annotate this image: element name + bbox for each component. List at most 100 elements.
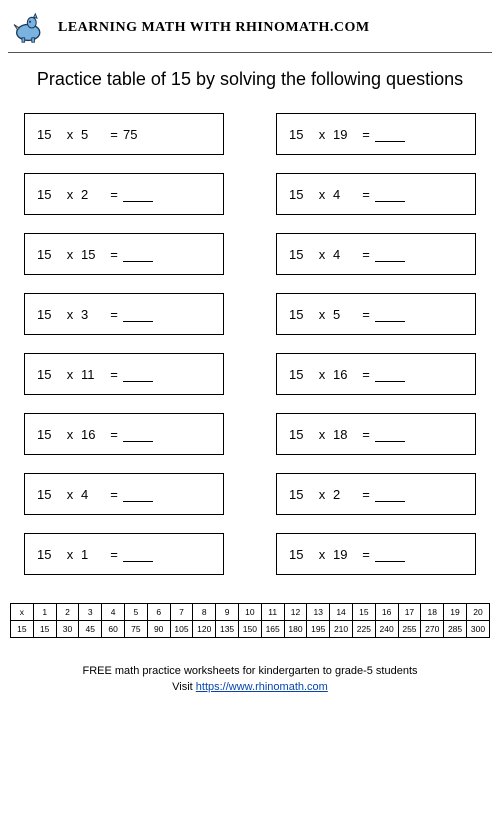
equals-sign: = (105, 487, 123, 502)
question-box: 15x5=75 (24, 113, 224, 155)
operator: x (311, 307, 333, 322)
answer-slot[interactable] (375, 247, 411, 262)
answer-blank[interactable] (375, 248, 405, 262)
ref-header-cell: 9 (216, 604, 239, 621)
answer-slot[interactable] (123, 307, 159, 322)
operand-a: 15 (37, 487, 59, 502)
equals-sign: = (105, 127, 123, 142)
ref-header-cell: 18 (421, 604, 444, 621)
answer-blank[interactable] (123, 188, 153, 202)
question-box: 15x19= (276, 533, 476, 575)
ref-header-cell: 1 (33, 604, 56, 621)
equals-sign: = (357, 427, 375, 442)
worksheet-title: Practice table of 15 by solving the foll… (0, 67, 500, 91)
operator: x (311, 427, 333, 442)
answer-blank[interactable] (375, 188, 405, 202)
answer-blank[interactable] (375, 128, 405, 142)
operand-a: 15 (289, 247, 311, 262)
answer-blank[interactable] (123, 248, 153, 262)
answer-slot[interactable] (123, 487, 159, 502)
ref-header-cell: 16 (375, 604, 398, 621)
operand-b: 1 (81, 547, 105, 562)
reference-header-row: x1234567891011121314151617181920 (11, 604, 490, 621)
ref-header-cell: 8 (193, 604, 216, 621)
ref-value-cell: 165 (261, 621, 284, 638)
answer-blank[interactable] (375, 428, 405, 442)
question-box: 15x4= (24, 473, 224, 515)
equals-sign: = (357, 487, 375, 502)
answer-slot[interactable] (375, 487, 411, 502)
operand-a: 15 (37, 187, 59, 202)
answer-blank[interactable] (123, 428, 153, 442)
operand-a: 15 (289, 307, 311, 322)
reference-table: x1234567891011121314151617181920 1515304… (10, 603, 490, 638)
answer-blank[interactable] (375, 368, 405, 382)
answer-blank[interactable] (375, 488, 405, 502)
ref-header-cell: 6 (147, 604, 170, 621)
footer-link[interactable]: https://www.rhinomath.com (196, 681, 328, 693)
answer-slot[interactable] (123, 367, 159, 382)
ref-value-cell: 225 (352, 621, 375, 638)
ref-header-cell: 15 (352, 604, 375, 621)
answer-slot[interactable] (375, 367, 411, 382)
operand-b: 15 (81, 247, 105, 262)
operand-a: 15 (289, 427, 311, 442)
operand-b: 2 (333, 487, 357, 502)
ref-value-cell: 90 (147, 621, 170, 638)
ref-value-cell: 60 (102, 621, 125, 638)
question-box: 15x16= (276, 353, 476, 395)
equals-sign: = (357, 187, 375, 202)
answer-blank[interactable] (375, 308, 405, 322)
answer-blank[interactable] (123, 308, 153, 322)
operand-b: 18 (333, 427, 357, 442)
operand-b: 11 (81, 367, 105, 382)
ref-value-cell: 135 (216, 621, 239, 638)
operator: x (59, 127, 81, 142)
equals-sign: = (105, 307, 123, 322)
ref-value-cell: 270 (421, 621, 444, 638)
operand-b: 16 (333, 367, 357, 382)
ref-header-cell: 4 (102, 604, 125, 621)
ref-value-cell: 150 (238, 621, 261, 638)
question-box: 15x11= (24, 353, 224, 395)
operand-a: 15 (289, 487, 311, 502)
ref-value-cell: 15 (33, 621, 56, 638)
answer-blank[interactable] (123, 548, 153, 562)
answer-slot[interactable] (375, 127, 411, 142)
ref-value-cell: 30 (56, 621, 79, 638)
answer-slot[interactable] (375, 547, 411, 562)
operand-a: 15 (37, 307, 59, 322)
ref-header-cell: 12 (284, 604, 307, 621)
ref-header-cell: 14 (330, 604, 353, 621)
answer-slot[interactable] (123, 247, 159, 262)
page-footer: FREE math practice worksheets for kinder… (0, 664, 500, 695)
answer-slot[interactable] (123, 187, 159, 202)
question-box: 15x5= (276, 293, 476, 335)
answer-slot[interactable] (123, 427, 159, 442)
ref-header-cell: x (11, 604, 34, 621)
question-box: 15x2= (24, 173, 224, 215)
question-box: 15x4= (276, 173, 476, 215)
operator: x (311, 367, 333, 382)
operand-b: 5 (333, 307, 357, 322)
ref-value-cell: 255 (398, 621, 421, 638)
answer-slot[interactable] (375, 187, 411, 202)
question-box: 15x3= (24, 293, 224, 335)
answer-blank[interactable] (123, 488, 153, 502)
footer-visit-prefix: Visit (172, 681, 196, 693)
answer-slot[interactable]: 75 (123, 127, 159, 142)
answer-slot[interactable] (375, 427, 411, 442)
operator: x (59, 367, 81, 382)
header-divider (8, 52, 492, 53)
question-box: 15x18= (276, 413, 476, 455)
equals-sign: = (105, 547, 123, 562)
answer-slot[interactable] (375, 307, 411, 322)
question-box: 15x16= (24, 413, 224, 455)
answer-blank[interactable] (375, 548, 405, 562)
equals-sign: = (105, 187, 123, 202)
answer-blank[interactable] (123, 368, 153, 382)
answer-slot[interactable] (123, 547, 159, 562)
page-header: LEARNING MATH WITH RHINOMATH.COM (0, 0, 500, 52)
ref-value-cell: 45 (79, 621, 102, 638)
ref-header-cell: 10 (238, 604, 261, 621)
